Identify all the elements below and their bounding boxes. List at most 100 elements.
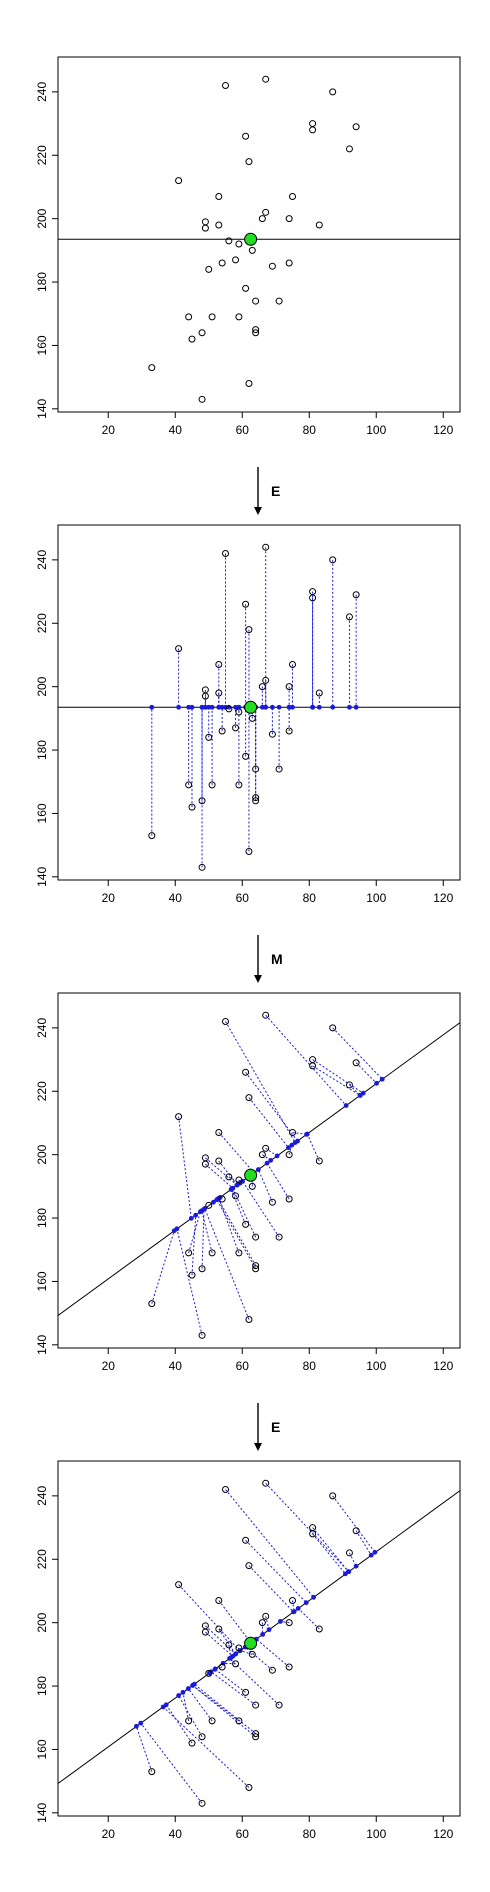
data-point	[242, 1536, 250, 1544]
data-point	[215, 192, 223, 200]
data-point	[252, 1265, 260, 1273]
data-point	[201, 692, 209, 700]
y-tick-label: 200	[35, 208, 49, 228]
projected-point	[233, 1651, 239, 1657]
projected-point	[160, 1704, 166, 1710]
data-point	[268, 1666, 276, 1674]
data-point	[185, 1249, 193, 1257]
projected-point	[295, 1138, 300, 1144]
chart-panel-4: 20 40 60 80 100 120 140 160 180 200 220 240	[35, 1460, 461, 1841]
x-tick-label: 100	[366, 1359, 386, 1373]
data-point	[309, 1056, 317, 1064]
data-point	[252, 765, 260, 773]
projected-point	[303, 1600, 309, 1606]
data-point	[215, 1596, 223, 1604]
projected-point	[206, 704, 212, 710]
y-tick-label: 240	[35, 1018, 49, 1038]
data-point	[285, 215, 293, 223]
projection-segment	[312, 1533, 346, 1575]
data-point	[262, 676, 270, 684]
data-point	[285, 1151, 293, 1159]
data-point	[201, 224, 209, 232]
x-tick-label: 20	[102, 423, 116, 437]
projected-point	[214, 1197, 220, 1203]
data-point	[235, 1176, 243, 1184]
projected-point	[190, 1683, 196, 1688]
projected-point	[278, 1618, 283, 1624]
projection-segment	[245, 1539, 307, 1604]
data-point	[222, 1018, 229, 1026]
projection-segment	[244, 1646, 273, 1671]
chart-panel-2: 20 40 60 80 100 120 140 160 180 200 220 240	[35, 524, 461, 905]
data-point	[242, 1068, 250, 1076]
data-point	[235, 240, 243, 248]
data-point	[275, 1701, 283, 1709]
projected-point	[212, 1666, 218, 1672]
x-tick-label: 40	[169, 891, 183, 905]
x-tick-label: 20	[102, 1827, 116, 1841]
projected-point	[211, 1199, 216, 1205]
projection-segment	[192, 1685, 240, 1722]
center-point	[244, 1636, 258, 1650]
data-point	[268, 262, 276, 270]
data-point	[201, 1628, 209, 1636]
data-point	[232, 1660, 240, 1668]
data-point	[285, 259, 293, 267]
data-point	[235, 1249, 243, 1257]
data-point	[215, 1625, 223, 1633]
step-label: E	[271, 1419, 280, 1435]
data-point	[275, 1233, 283, 1241]
data-point	[315, 1625, 323, 1633]
projected-point	[357, 1092, 363, 1098]
projected-point	[291, 1609, 297, 1614]
data-point	[248, 1650, 256, 1658]
data-point	[315, 221, 323, 229]
data-point	[218, 727, 226, 735]
projected-point	[274, 1153, 280, 1159]
data-point	[208, 1717, 216, 1725]
data-point	[352, 591, 360, 599]
projected-point	[230, 1185, 235, 1191]
projected-point	[185, 1686, 191, 1691]
data-point	[275, 765, 283, 773]
projected-point	[286, 1145, 291, 1151]
projection-segment	[182, 1692, 190, 1722]
chart-panel-3: 20 40 60 80 100 120 140 160 180 200 220 240	[35, 992, 461, 1373]
data-point	[235, 313, 243, 321]
data-point	[252, 1701, 260, 1709]
projection-segment	[232, 1188, 257, 1238]
projected-point	[304, 1131, 310, 1137]
data-point	[245, 158, 253, 166]
projected-point	[186, 704, 192, 710]
x-tick-label: 20	[102, 1359, 116, 1373]
projection-segment	[201, 1210, 213, 1254]
projection-segment	[265, 1014, 347, 1106]
y-tick-label: 140	[35, 1802, 49, 1822]
y-tick-label: 220	[35, 145, 49, 165]
data-point	[248, 1182, 256, 1190]
projected-point	[263, 704, 269, 710]
step-arrow-2: M	[254, 935, 283, 983]
projected-point	[270, 704, 275, 710]
data-point	[258, 1151, 266, 1159]
y-tick-label: 200	[35, 676, 49, 696]
projection-segment	[192, 1685, 256, 1738]
projected-point	[330, 704, 336, 710]
x-tick-label: 40	[169, 423, 183, 437]
data-point	[262, 543, 270, 551]
data-point	[285, 1663, 293, 1671]
arrow-head	[254, 975, 262, 983]
data-point	[242, 1220, 250, 1228]
projection-segment	[216, 1199, 257, 1270]
projection-segment	[255, 1638, 290, 1668]
x-tick-label: 60	[236, 1827, 250, 1841]
data-point	[148, 1768, 156, 1776]
x-tick-label: 80	[303, 891, 317, 905]
data-point	[215, 1128, 223, 1136]
data-point	[148, 364, 156, 372]
data-point	[242, 284, 250, 292]
plot-area	[58, 543, 460, 871]
y-tick-label: 240	[35, 82, 49, 102]
x-tick-label: 60	[236, 423, 250, 437]
projected-point	[286, 704, 292, 710]
